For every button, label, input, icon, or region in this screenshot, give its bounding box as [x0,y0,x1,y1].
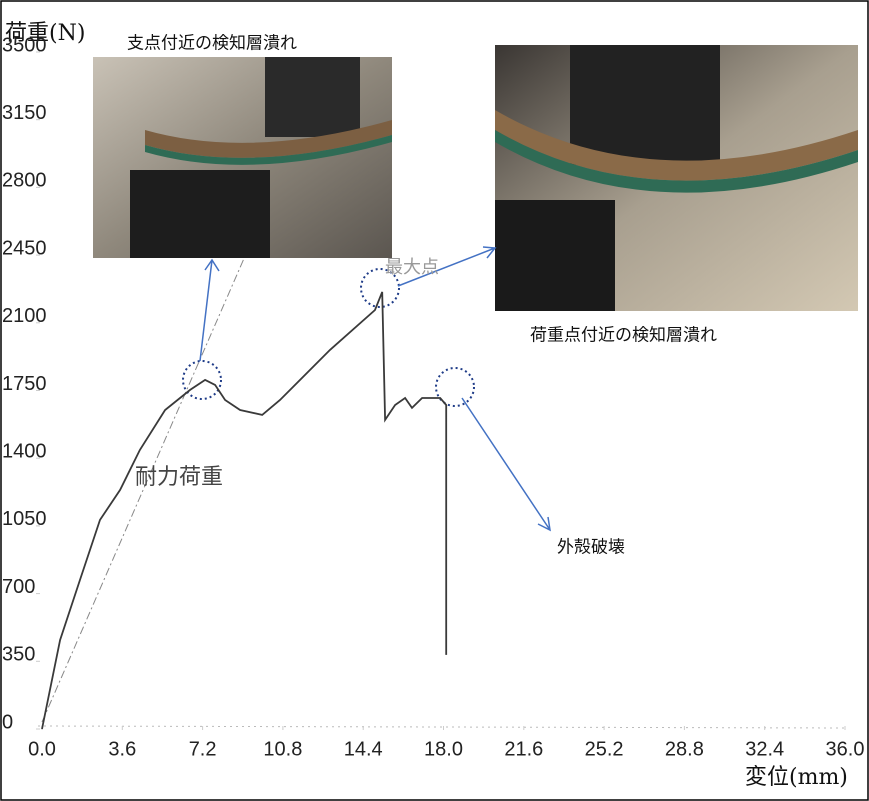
y-tick-label: 1050 [2,508,47,530]
y-tick-label: 350 [2,644,35,666]
annotation: 最大点 [385,257,439,278]
y-tick-label: 2800 [2,170,47,192]
arrows [199,246,551,532]
y-tick-label: 700 [2,576,35,598]
y-tick-label: 1750 [2,373,47,395]
x-tick-label: 18.0 [424,738,463,760]
x-axis [37,725,846,729]
x-tick-label: 25.2 [585,738,624,760]
x-tick-label: 28.8 [665,738,704,760]
y-tick-label: 2450 [2,237,47,259]
x-axis-label: 変位(mm) [745,765,848,790]
annotation: 支点付近の検知層潰れ [127,34,297,54]
annotation: 外殻破壊 [557,538,625,558]
photo-support [93,57,392,258]
highlight-circles [182,268,475,407]
y-axis-label: 荷重(N) [5,21,85,46]
y-tick-label: 1400 [2,440,47,462]
load-curve [41,291,448,730]
x-tick-label: 36.0 [826,738,865,760]
tangent-line [41,129,301,723]
y-tick-label: 2100 [2,305,47,327]
x-tick-label: 14.4 [344,738,383,760]
annotation: 荷重点付近の検知層潰れ [530,326,717,346]
x-tick-label: 21.6 [504,738,543,760]
x-tick-label: 3.6 [108,738,136,760]
x-tick-label: 0.0 [28,738,56,760]
x-tick-label: 7.2 [189,738,217,760]
y-tick-label: 3150 [2,102,47,124]
annotation: 耐力荷重 [135,465,223,490]
x-tick-label: 32.4 [745,738,784,760]
y-tick-label: 3500 [2,34,47,56]
y-tick-label: 0 [2,711,13,733]
x-tick-label: 10.8 [263,738,302,760]
photo-load-point [495,45,858,311]
